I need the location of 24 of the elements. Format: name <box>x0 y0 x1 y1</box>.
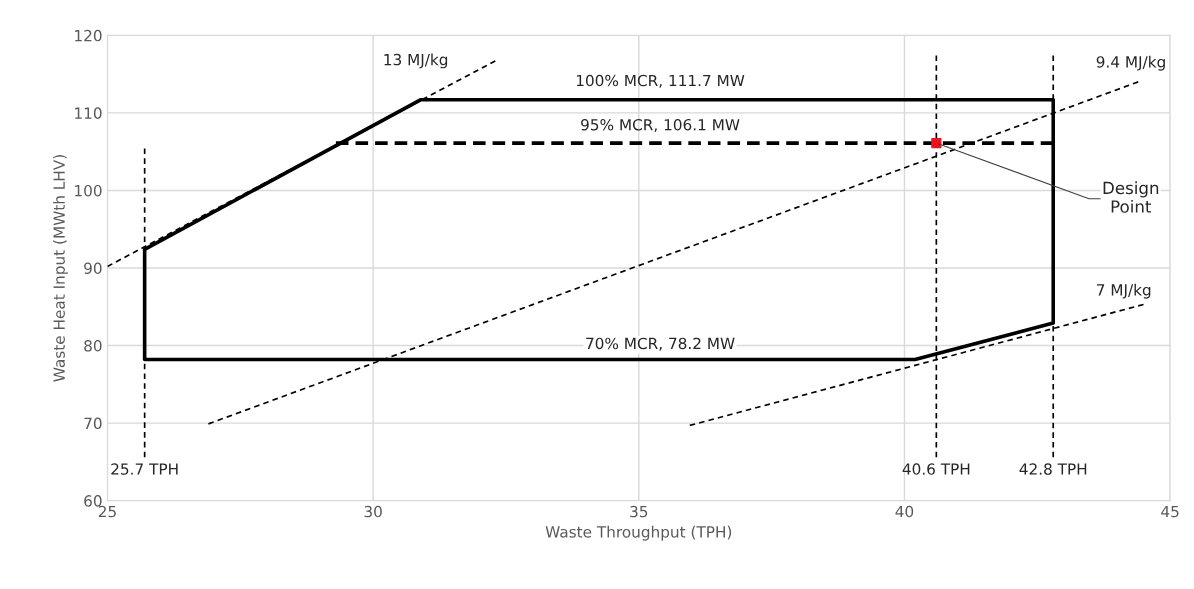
x-tick-label: 35 <box>630 505 648 518</box>
annotation: Design Point <box>1103 181 1159 213</box>
y-tick-label: 110 <box>75 107 102 119</box>
annotation: 95% MCR, 106.1 MW <box>581 118 740 133</box>
annotation: 40.6 TPH <box>902 463 970 475</box>
x-tick-label: 25 <box>98 505 116 518</box>
y-tick-label: 80 <box>84 340 102 352</box>
annotation: 42.8 TPH <box>1019 463 1087 475</box>
annotation: 100% MCR, 111.7 MW <box>576 74 745 88</box>
annotation: 70% MCR, 78.2 MW <box>586 337 735 351</box>
annotation: 9.4 MJ/kg <box>1096 55 1165 71</box>
y-tick-label: 60 <box>84 495 102 507</box>
annotation: 25.7 TPH <box>111 463 178 475</box>
x-axis-title: Waste Throughput (TPH) <box>545 525 732 541</box>
x-tick-label: 45 <box>1161 505 1179 518</box>
y-tick-label: 120 <box>75 29 102 42</box>
annotation: 7 MJ/kg <box>1096 283 1151 299</box>
annotation: 13 MJ/kg <box>384 53 448 69</box>
y-tick-label: 90 <box>84 262 102 275</box>
y-axis-title: Waste Heat Input (MWth LHV) <box>53 155 68 382</box>
x-tick-label: 30 <box>364 505 382 518</box>
x-tick-label: 40 <box>895 505 914 518</box>
y-tick-label: 70 <box>84 417 102 430</box>
y-tick-label: 100 <box>75 184 102 197</box>
